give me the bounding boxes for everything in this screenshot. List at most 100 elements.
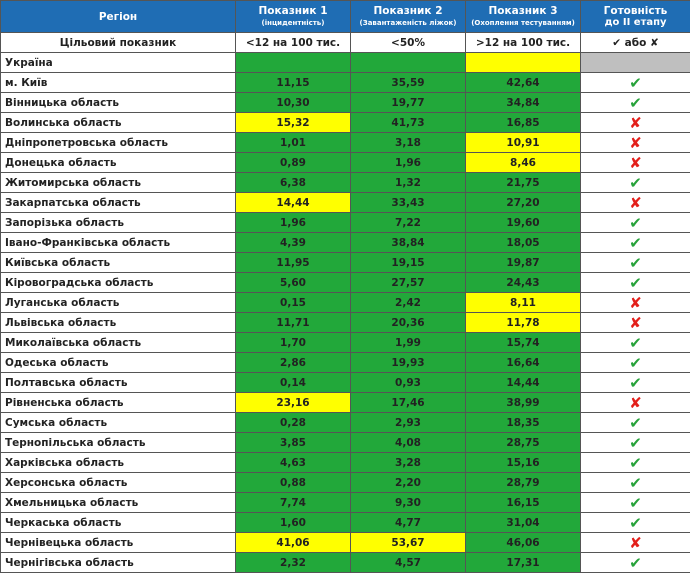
row-name: Волинська область (0, 112, 236, 133)
region-row: Луганська область 0,15 2,42 8,11 ✘ (0, 292, 690, 313)
value-cell: 3,28 (350, 452, 466, 473)
region-row: Чернівецька область 41,06 53,67 46,06 ✘ (0, 532, 690, 553)
ready-mark: ✔ (580, 332, 690, 353)
value-cell: 1,99 (350, 332, 466, 353)
header-cell: Показник 2 (Завантаженість ліжок) (350, 0, 466, 33)
ready-mark: ✔ (580, 472, 690, 493)
value-cell: 4,77 (350, 512, 466, 533)
ready-mark: ✔ (580, 512, 690, 533)
value-cell: 10,91 (465, 132, 581, 153)
region-row: Полтавська область 0,14 0,93 14,44 ✔ (0, 372, 690, 393)
value-cell: 0,28 (235, 412, 351, 433)
country-row: Україна (0, 52, 690, 73)
ready-mark: ✔ (580, 72, 690, 93)
ready-mark: ✔ (580, 372, 690, 393)
value-cell: 2,93 (350, 412, 466, 433)
value-cell: 34,84 (465, 92, 581, 113)
region-row: Донецька область 0,89 1,96 8,46 ✘ (0, 152, 690, 173)
target-cell: >12 на 100 тис. (465, 32, 581, 53)
value-cell: 21,75 (465, 172, 581, 193)
value-cell: 1,70 (235, 332, 351, 353)
row-name: Донецька область (0, 152, 236, 173)
row-name: Харківська область (0, 452, 236, 473)
ready-mark: ✔ (580, 172, 690, 193)
row-name: Одеська область (0, 352, 236, 373)
ready-mark: ✔ (580, 412, 690, 433)
row-name: Україна (0, 52, 236, 73)
value-cell: 24,43 (465, 272, 581, 293)
ready-mark: ✔ (580, 492, 690, 513)
value-cell: 14,44 (465, 372, 581, 393)
row-name: Львівська область (0, 312, 236, 333)
value-cell: 4,08 (350, 432, 466, 453)
row-name: Сумська область (0, 412, 236, 433)
value-cell: 23,16 (235, 392, 351, 413)
ready-mark: ✔ (580, 232, 690, 253)
value-cell: 11,15 (235, 72, 351, 93)
ready-mark: ✘ (580, 532, 690, 553)
header-row: Регіон Показник 1 (інцидентність) Показник … (0, 0, 690, 33)
value-cell: 2,20 (350, 472, 466, 493)
region-row: Харківська область 4,63 3,28 15,16 ✔ (0, 452, 690, 473)
region-row: Сумська область 0,28 2,93 18,35 ✔ (0, 412, 690, 433)
empty-cell (580, 52, 690, 73)
row-name: Миколаївська область (0, 332, 236, 353)
ready-mark: ✘ (580, 192, 690, 213)
ready-mark: ✔ (580, 252, 690, 273)
row-name: Івано-Франківська область (0, 232, 236, 253)
value-cell: 33,43 (350, 192, 466, 213)
region-row: Хмельницька область 7,74 9,30 16,15 ✔ (0, 492, 690, 513)
header-title: Показник 3 (488, 4, 558, 17)
region-row: Житомирська область 6,38 1,32 21,75 ✔ (0, 172, 690, 193)
ready-mark: ✘ (580, 112, 690, 133)
value-cell: 11,95 (235, 252, 351, 273)
ready-mark: ✘ (580, 312, 690, 333)
region-row: Миколаївська область 1,70 1,99 15,74 ✔ (0, 332, 690, 353)
header-sub: (інцидентність) (261, 18, 325, 27)
region-row: Львівська область 11,71 20,36 11,78 ✘ (0, 312, 690, 333)
header-sub: (Охоплення тестуванням) (471, 18, 575, 27)
value-cell: 16,15 (465, 492, 581, 513)
header-title: Готовність (603, 4, 668, 17)
value-cell: 16,64 (465, 352, 581, 373)
region-row: Волинська область 15,32 41,73 16,85 ✘ (0, 112, 690, 133)
empty-cell (465, 52, 581, 73)
value-cell: 35,59 (350, 72, 466, 93)
value-cell: 6,38 (235, 172, 351, 193)
value-cell: 0,88 (235, 472, 351, 493)
row-name: Закарпатська область (0, 192, 236, 213)
value-cell: 2,86 (235, 352, 351, 373)
row-name: Хмельницька область (0, 492, 236, 513)
header-cell: Регіон (0, 0, 236, 33)
value-cell: 1,60 (235, 512, 351, 533)
region-row: Закарпатська область 14,44 33,43 27,20 ✘ (0, 192, 690, 213)
ready-mark: ✔ (580, 352, 690, 373)
value-cell: 11,71 (235, 312, 351, 333)
ready-mark: ✔ (580, 552, 690, 573)
header-title: Показник 1 (258, 4, 328, 17)
value-cell: 8,11 (465, 292, 581, 313)
value-cell: 18,35 (465, 412, 581, 433)
value-cell: 15,74 (465, 332, 581, 353)
value-cell: 0,14 (235, 372, 351, 393)
header-title: Регіон (98, 10, 138, 23)
value-cell: 5,60 (235, 272, 351, 293)
ready-mark: ✘ (580, 292, 690, 313)
value-cell: 41,06 (235, 532, 351, 553)
value-cell: 1,96 (235, 212, 351, 233)
value-cell: 15,16 (465, 452, 581, 473)
value-cell: 0,93 (350, 372, 466, 393)
target-row: Цільовий показник <12 на 100 тис. <50% >12 … (0, 32, 690, 53)
region-row: Київська область 11,95 19,15 19,87 ✔ (0, 252, 690, 273)
value-cell: 20,36 (350, 312, 466, 333)
region-row: Чернігівська область 2,32 4,57 17,31 ✔ (0, 552, 690, 573)
value-cell: 19,87 (465, 252, 581, 273)
value-cell: 41,73 (350, 112, 466, 133)
value-cell: 15,32 (235, 112, 351, 133)
value-cell: 2,32 (235, 552, 351, 573)
row-name: Вінницька область (0, 92, 236, 113)
target-cell: ✔ або ✘ (580, 32, 690, 53)
target-label: Цільовий показник (0, 32, 236, 53)
value-cell: 4,63 (235, 452, 351, 473)
